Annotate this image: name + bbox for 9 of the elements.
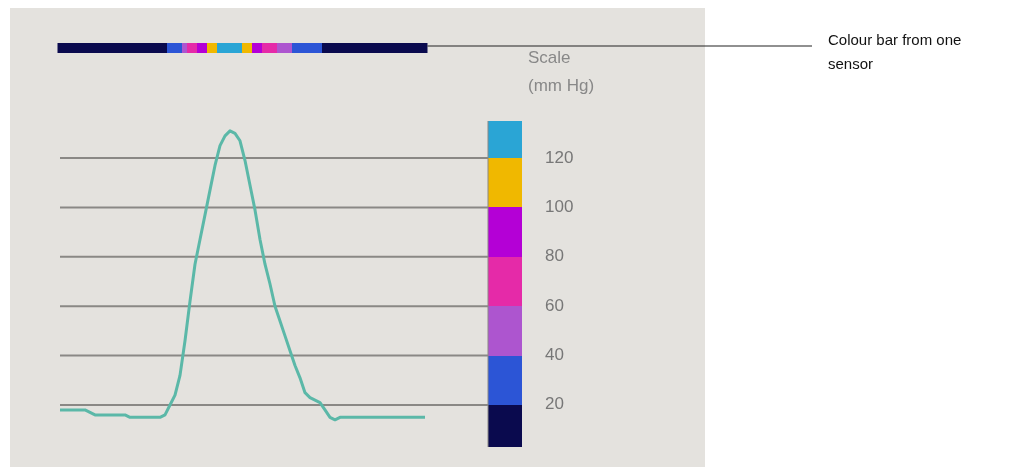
y-axis-title: Scale (mm Hg) bbox=[528, 48, 595, 95]
y-tick-label: 60 bbox=[545, 295, 564, 315]
y-tick-label: 20 bbox=[545, 394, 564, 414]
text: Colour bar from one sensor bbox=[828, 31, 962, 72]
y-tick-label: 40 bbox=[545, 345, 564, 365]
y-tick-label: 120 bbox=[545, 147, 574, 167]
y-tick-label: 100 bbox=[545, 196, 574, 216]
y-tick-label: 80 bbox=[545, 246, 564, 266]
line-series bbox=[58, 129, 427, 422]
